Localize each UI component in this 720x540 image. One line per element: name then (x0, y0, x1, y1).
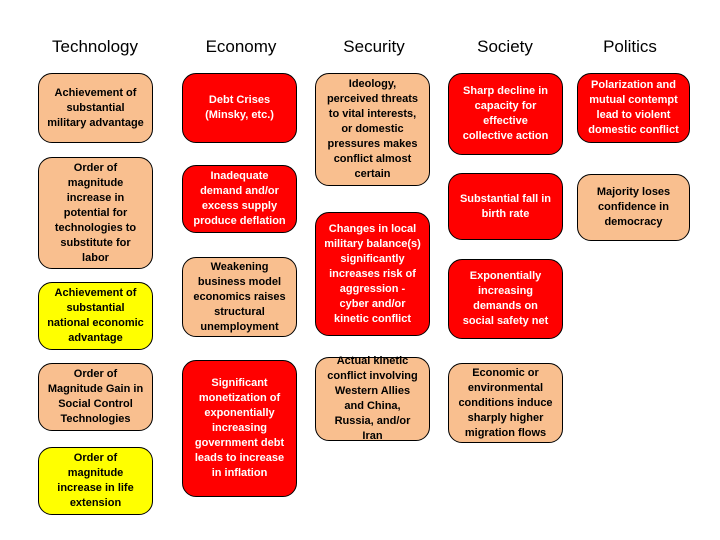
card-economic-advantage: Achievement of substantial national econ… (38, 282, 153, 350)
column-header-politics: Politics (603, 37, 657, 56)
card-label: Weakening business model economics raise… (193, 260, 286, 333)
card-structural-unemployment: Weakening business model economics raise… (182, 257, 297, 337)
card-label: Majority loses confidence in democracy (596, 186, 671, 228)
card-label: Significant monetization of exponentiall… (194, 377, 285, 479)
card-label: Achievement of substantial national econ… (47, 287, 144, 344)
card-deflation: Inadequate demand and/or excess supply p… (182, 165, 297, 233)
card-label: Debt Crises (Minsky, etc.) (205, 94, 274, 121)
card-safety-net-demands: Exponentially increasing demands on soci… (448, 259, 563, 339)
card-kinetic-conflict: Actual kinetic conflict involving Wester… (315, 355, 430, 442)
card-label: Exponentially increasing demands on soci… (462, 270, 549, 327)
card-label: Order of magnitude increase in life exte… (57, 452, 134, 509)
column-header-security: Security (343, 37, 405, 56)
card-label: Substantial fall in birth rate (459, 192, 552, 220)
card-label: Sharp decline in capacity for effective … (462, 85, 549, 142)
card-life-extension: Order of magnitude increase in life exte… (38, 447, 153, 515)
column-header-economy: Economy (205, 37, 277, 56)
card-label: Order of Magnitude Gain in Social Contro… (47, 368, 144, 425)
card-debt-crises: Debt Crises (Minsky, etc.) (182, 73, 297, 143)
card-label: Actual kinetic conflict involving Wester… (327, 355, 418, 442)
card-birth-rate-fall: Substantial fall in birth rate (448, 173, 563, 240)
card-democracy-confidence: Majority loses confidence in democracy (577, 174, 690, 241)
card-label: Achievement of substantial military adva… (47, 86, 144, 129)
card-conflict-almost-certain: Ideology, perceived threats to vital int… (315, 73, 430, 186)
card-collective-action-decline: Sharp decline in capacity for effective … (448, 73, 563, 155)
column-header-technology: Technology (51, 37, 138, 56)
card-labor-substitution: Order of magnitude increase in potential… (38, 157, 153, 269)
card-label: Economic or environmental conditions ind… (458, 366, 553, 439)
card-military-advantage: Achievement of substantial military adva… (38, 73, 153, 143)
card-social-control-tech: Order of Magnitude Gain in Social Contro… (38, 363, 153, 431)
card-label: Polarization and mutual contempt lead to… (588, 79, 679, 136)
card-label: Inadequate demand and/or excess supply p… (193, 170, 286, 227)
card-label: Order of magnitude increase in potential… (54, 161, 137, 264)
card-label: Changes in local military balance(s) sig… (324, 222, 421, 325)
card-debt-monetization-inflation: Significant monetization of exponentiall… (182, 360, 297, 497)
column-header-society: Society (477, 37, 533, 56)
card-label: Ideology, perceived threats to vital int… (326, 78, 419, 180)
card-violent-domestic-conflict: Polarization and mutual contempt lead to… (577, 73, 690, 143)
card-migration-flows: Economic or environmental conditions ind… (448, 363, 563, 443)
card-military-balance: Changes in local military balance(s) sig… (315, 212, 430, 336)
